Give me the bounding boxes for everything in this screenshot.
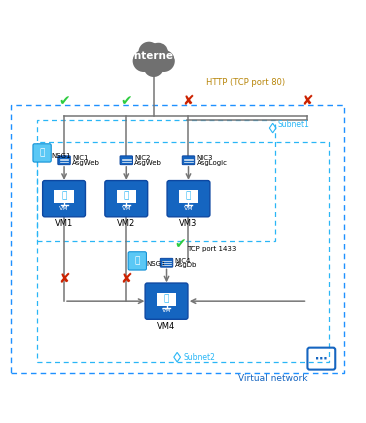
FancyBboxPatch shape xyxy=(160,258,173,267)
Text: NSG1: NSG1 xyxy=(51,153,71,159)
Text: NIC3: NIC3 xyxy=(197,155,213,161)
Text: VM: VM xyxy=(59,206,69,211)
FancyBboxPatch shape xyxy=(182,156,195,165)
Text: ✘: ✘ xyxy=(58,272,70,286)
Text: Subnet2: Subnet2 xyxy=(184,353,216,362)
Text: AsgLogic: AsgLogic xyxy=(197,160,228,166)
Text: ⛨: ⛨ xyxy=(40,148,45,157)
Text: AsgDb: AsgDb xyxy=(175,262,197,268)
FancyBboxPatch shape xyxy=(120,156,132,165)
Text: Internet: Internet xyxy=(130,51,178,60)
Text: HTTP (TCP port 80): HTTP (TCP port 80) xyxy=(206,78,285,87)
Text: ⧆: ⧆ xyxy=(164,294,169,303)
Text: VM1: VM1 xyxy=(55,220,73,228)
Bar xyxy=(117,190,136,203)
Text: VM: VM xyxy=(184,206,193,211)
FancyBboxPatch shape xyxy=(58,156,70,165)
Text: ⧆: ⧆ xyxy=(186,192,191,201)
Text: AsgWeb: AsgWeb xyxy=(72,160,100,166)
Text: NIC4: NIC4 xyxy=(175,258,191,264)
Bar xyxy=(55,190,74,203)
Text: Virtual network: Virtual network xyxy=(238,374,308,383)
Text: ✔: ✔ xyxy=(120,94,132,108)
Text: ✔: ✔ xyxy=(58,94,70,108)
Text: VM: VM xyxy=(162,308,171,313)
Text: ⛨: ⛨ xyxy=(135,256,140,265)
Bar xyxy=(37,120,274,241)
Text: ⧆: ⧆ xyxy=(61,192,67,201)
Text: ✘: ✘ xyxy=(183,94,194,108)
Bar xyxy=(139,62,168,70)
Bar xyxy=(37,142,329,362)
Text: VM2: VM2 xyxy=(117,220,135,228)
Text: ✔: ✔ xyxy=(175,237,186,251)
Text: ⧆: ⧆ xyxy=(124,192,129,201)
Bar xyxy=(11,105,344,373)
Bar xyxy=(179,190,198,203)
Text: NIC1: NIC1 xyxy=(72,155,89,161)
FancyBboxPatch shape xyxy=(42,181,85,217)
Text: NIC2: NIC2 xyxy=(134,155,151,161)
Text: ⋯: ⋯ xyxy=(315,352,328,365)
Text: Subnet1: Subnet1 xyxy=(277,120,309,129)
Bar xyxy=(157,293,176,306)
FancyBboxPatch shape xyxy=(128,252,146,270)
Text: ✘: ✘ xyxy=(120,272,132,286)
FancyBboxPatch shape xyxy=(167,181,210,217)
Text: TCP port 1433: TCP port 1433 xyxy=(187,246,236,252)
Text: VM: VM xyxy=(122,206,131,211)
Text: VM3: VM3 xyxy=(179,220,198,228)
FancyBboxPatch shape xyxy=(145,283,188,319)
Text: ✘: ✘ xyxy=(302,94,313,108)
Text: NSG1: NSG1 xyxy=(146,261,166,267)
FancyBboxPatch shape xyxy=(105,181,147,217)
Text: VM4: VM4 xyxy=(157,322,176,331)
Text: AsgWeb: AsgWeb xyxy=(134,160,162,166)
FancyBboxPatch shape xyxy=(33,144,51,162)
